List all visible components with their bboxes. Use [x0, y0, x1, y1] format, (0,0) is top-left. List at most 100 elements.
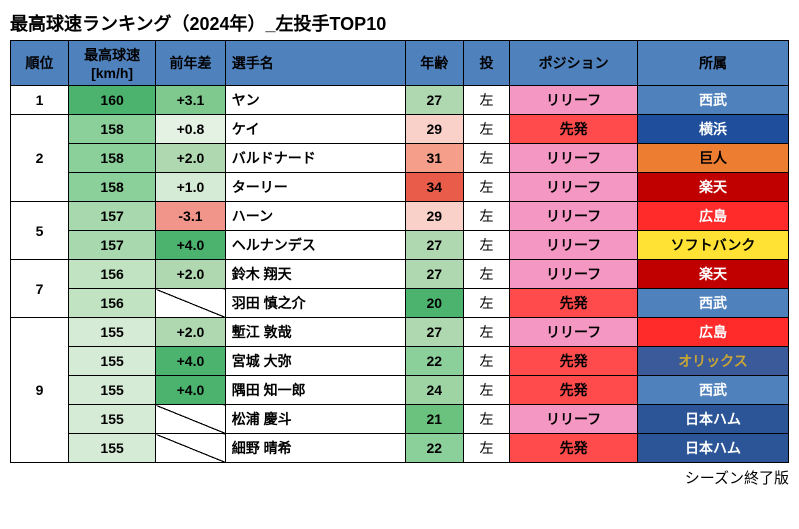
name-cell: ケイ [225, 115, 405, 144]
column-header: 所属 [637, 41, 788, 86]
speed-cell: 155 [69, 434, 156, 463]
name-cell: ターリー [225, 173, 405, 202]
age-cell: 27 [405, 260, 463, 289]
name-cell: 松浦 慶斗 [225, 405, 405, 434]
throw-cell: 左 [463, 231, 509, 260]
position-cell: リリーフ [510, 144, 638, 173]
table-row: 2158+0.8ケイ29左先発横浜 [11, 115, 789, 144]
throw-cell: 左 [463, 173, 509, 202]
rank-cell: 2 [11, 115, 69, 202]
table-row: 5157-3.1ハーン29左リリーフ広島 [11, 202, 789, 231]
speed-cell: 158 [69, 173, 156, 202]
diff-cell [156, 434, 226, 463]
position-cell: 先発 [510, 376, 638, 405]
rank-cell: 9 [11, 318, 69, 463]
name-cell: 細野 晴希 [225, 434, 405, 463]
diff-cell: +2.0 [156, 318, 226, 347]
name-cell: 鈴木 翔天 [225, 260, 405, 289]
throw-cell: 左 [463, 115, 509, 144]
table-row: 155+4.0隅田 知一郎24左先発西武 [11, 376, 789, 405]
position-cell: 先発 [510, 347, 638, 376]
page-title: 最高球速ランキング（2024年）_左投手TOP10 [10, 10, 789, 36]
age-cell: 27 [405, 86, 463, 115]
speed-cell: 157 [69, 231, 156, 260]
column-header: 前年差 [156, 41, 226, 86]
diff-cell: -3.1 [156, 202, 226, 231]
throw-cell: 左 [463, 260, 509, 289]
throw-cell: 左 [463, 289, 509, 318]
throw-cell: 左 [463, 144, 509, 173]
speed-cell: 158 [69, 115, 156, 144]
throw-cell: 左 [463, 86, 509, 115]
speed-cell: 155 [69, 376, 156, 405]
table-row: 158+2.0バルドナード31左リリーフ巨人 [11, 144, 789, 173]
age-cell: 31 [405, 144, 463, 173]
rank-cell: 7 [11, 260, 69, 318]
diff-cell: +3.1 [156, 86, 226, 115]
table-row: 9155+2.0塹江 敦哉27左リリーフ広島 [11, 318, 789, 347]
name-cell: 塹江 敦哉 [225, 318, 405, 347]
throw-cell: 左 [463, 347, 509, 376]
throw-cell: 左 [463, 376, 509, 405]
team-cell: 巨人 [637, 144, 788, 173]
ranking-table: 順位最高球速[km/h]前年差選手名年齢投ポジション所属 1160+3.1ヤン2… [10, 40, 789, 463]
age-cell: 20 [405, 289, 463, 318]
team-cell: 広島 [637, 318, 788, 347]
name-cell: ヤン [225, 86, 405, 115]
column-header: 最高球速[km/h] [69, 41, 156, 86]
position-cell: 先発 [510, 115, 638, 144]
diff-cell: +2.0 [156, 144, 226, 173]
age-cell: 27 [405, 231, 463, 260]
table-row: 157+4.0ヘルナンデス27左リリーフソフトバンク [11, 231, 789, 260]
age-cell: 29 [405, 115, 463, 144]
position-cell: リリーフ [510, 173, 638, 202]
diff-cell [156, 405, 226, 434]
diff-cell: +4.0 [156, 376, 226, 405]
diff-cell: +0.8 [156, 115, 226, 144]
speed-cell: 155 [69, 405, 156, 434]
diff-cell: +2.0 [156, 260, 226, 289]
speed-cell: 158 [69, 144, 156, 173]
speed-cell: 157 [69, 202, 156, 231]
diff-cell: +4.0 [156, 347, 226, 376]
name-cell: ヘルナンデス [225, 231, 405, 260]
table-header: 順位最高球速[km/h]前年差選手名年齢投ポジション所属 [11, 41, 789, 86]
team-cell: ソフトバンク [637, 231, 788, 260]
position-cell: リリーフ [510, 231, 638, 260]
speed-cell: 156 [69, 260, 156, 289]
team-cell: オリックス [637, 347, 788, 376]
table-row: 155松浦 慶斗21左リリーフ日本ハム [11, 405, 789, 434]
column-header: 選手名 [225, 41, 405, 86]
age-cell: 24 [405, 376, 463, 405]
table-row: 7156+2.0鈴木 翔天27左リリーフ楽天 [11, 260, 789, 289]
rank-cell: 5 [11, 202, 69, 260]
team-cell: 日本ハム [637, 405, 788, 434]
position-cell: リリーフ [510, 260, 638, 289]
diff-cell: +1.0 [156, 173, 226, 202]
diff-cell [156, 289, 226, 318]
name-cell: 隅田 知一郎 [225, 376, 405, 405]
name-cell: ハーン [225, 202, 405, 231]
table-row: 155細野 晴希22左先発日本ハム [11, 434, 789, 463]
throw-cell: 左 [463, 318, 509, 347]
diff-cell: +4.0 [156, 231, 226, 260]
speed-cell: 156 [69, 289, 156, 318]
team-cell: 西武 [637, 376, 788, 405]
throw-cell: 左 [463, 405, 509, 434]
table-row: 1160+3.1ヤン27左リリーフ西武 [11, 86, 789, 115]
name-cell: 宮城 大弥 [225, 347, 405, 376]
team-cell: 西武 [637, 86, 788, 115]
team-cell: 横浜 [637, 115, 788, 144]
team-cell: 西武 [637, 289, 788, 318]
age-cell: 22 [405, 347, 463, 376]
column-header: 投 [463, 41, 509, 86]
speed-cell: 155 [69, 318, 156, 347]
column-header: 順位 [11, 41, 69, 86]
throw-cell: 左 [463, 202, 509, 231]
age-cell: 27 [405, 318, 463, 347]
position-cell: リリーフ [510, 318, 638, 347]
footer-note: シーズン終了版 [10, 467, 789, 488]
age-cell: 21 [405, 405, 463, 434]
speed-cell: 155 [69, 347, 156, 376]
position-cell: 先発 [510, 434, 638, 463]
